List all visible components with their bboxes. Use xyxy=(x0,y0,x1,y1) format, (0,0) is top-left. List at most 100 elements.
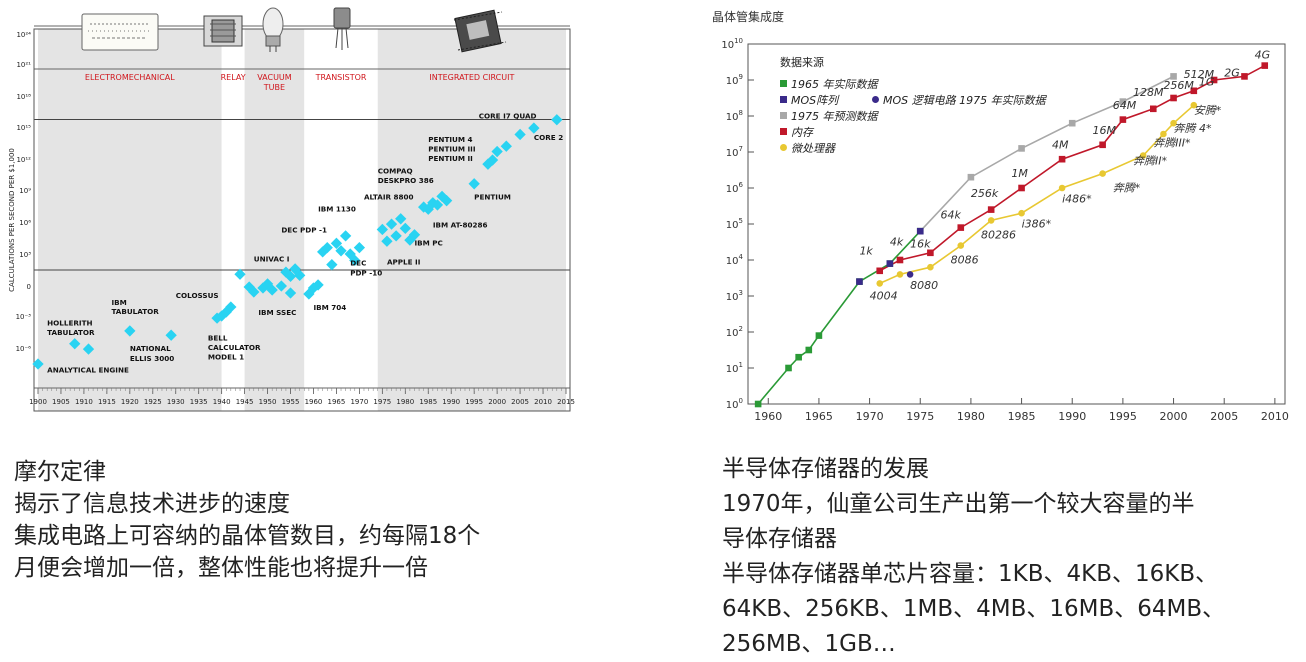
transistor-icon xyxy=(333,7,351,50)
series-point xyxy=(1190,101,1198,109)
series-point xyxy=(906,271,914,278)
chart-annotation: 8080 xyxy=(910,279,938,292)
data-point xyxy=(514,128,526,141)
legend-label: 1975 年预测数据 xyxy=(791,110,879,123)
series-line xyxy=(919,75,1174,232)
y-tick-exponent: 4 xyxy=(739,253,744,261)
series-point xyxy=(876,280,884,287)
x-tick-label: 1980 xyxy=(957,410,985,423)
data-point xyxy=(321,241,333,254)
data-point xyxy=(248,286,260,298)
chart-annotation: 1M xyxy=(1011,167,1028,180)
integrated-circuit-icon xyxy=(453,9,507,53)
legend-label: 内存 xyxy=(791,126,815,139)
chart-annotation: IBM AT-80286 xyxy=(433,220,488,229)
x-tick-label: 2005 xyxy=(1210,410,1238,423)
chart-annotation: 4M xyxy=(1052,138,1069,151)
chart-annotation: 256k xyxy=(971,187,999,200)
series-point xyxy=(927,263,934,271)
series-point xyxy=(927,249,934,257)
chart-annotation: IBM SSEC xyxy=(258,308,296,317)
chart-annotation: CORE 2 xyxy=(534,133,563,142)
series-point xyxy=(1068,119,1076,127)
chart-annotation: 512M xyxy=(1184,68,1215,81)
chart-annotation: IBM 1130 xyxy=(318,204,356,213)
chart-annotation: 16M xyxy=(1092,124,1116,137)
y-tick-exponent: 0 xyxy=(739,397,743,405)
series-point xyxy=(987,217,995,224)
legend-marker xyxy=(872,96,879,103)
y-tick-exponent: 7 xyxy=(739,145,743,153)
right-legend: 数据来源 1965 年实际数据 MOS阵列 MOS 逻辑电路 1975 年实际数据 19… xyxy=(780,55,1048,155)
y-tick-exponent: 2 xyxy=(739,325,743,333)
chart-annotation: COLOSSUS xyxy=(176,291,219,300)
y-tick-exponent: 3 xyxy=(739,289,743,297)
chart-annotation: 4G xyxy=(1255,48,1271,61)
chart-annotation: UNIVAC I xyxy=(254,254,290,263)
y-tick-label: 10⁻³ xyxy=(16,313,32,321)
chart-annotation: 128M xyxy=(1133,86,1164,99)
series-point xyxy=(1261,62,1269,69)
data-point xyxy=(326,259,338,271)
x-tick-label: 1910 xyxy=(75,398,93,406)
data-point xyxy=(266,284,278,296)
data-point xyxy=(491,145,503,158)
right-series-points xyxy=(754,62,1269,408)
series-point xyxy=(1170,119,1177,127)
left-data-points xyxy=(32,114,563,370)
y-tick-label: 10⁻⁶ xyxy=(16,345,32,353)
moore-law-chart: 10⁻⁶ 10⁻³ 0 10³ 10⁶ 10⁹ 10¹² 10¹⁵ 10¹⁸ 10²¹ 10²⁴ 1… xyxy=(8,7,575,412)
y-tick-exponent: 5 xyxy=(739,217,743,225)
chart-annotation: CALCULATOR xyxy=(208,343,261,352)
chart-annotation: 奔腾 4* xyxy=(1174,122,1212,135)
data-point xyxy=(335,245,347,257)
relay-icon xyxy=(203,15,243,47)
series-point xyxy=(1139,152,1147,159)
era-band xyxy=(244,29,305,411)
x-tick-label: 1965 xyxy=(805,410,833,423)
x-tick-label: 2010 xyxy=(1261,410,1289,423)
y-tick-label: 10¹² xyxy=(16,156,31,164)
y-tick-label: 100 xyxy=(726,397,743,411)
y-tick-label: 104 xyxy=(726,253,744,267)
y-tick-exponent: 9 xyxy=(739,73,743,81)
series-point xyxy=(754,400,762,408)
y-tick-label: 10³ xyxy=(19,251,31,259)
series-point xyxy=(957,242,965,249)
x-tick-label: 1905 xyxy=(52,398,70,406)
data-point xyxy=(234,268,246,280)
y-tick-label: 10¹⁸ xyxy=(16,93,31,101)
x-tick-label: 1960 xyxy=(754,410,782,423)
punch-card-icon xyxy=(81,13,159,51)
data-point xyxy=(385,218,398,230)
data-point xyxy=(390,230,402,242)
caption-line: 256MB、1GB… xyxy=(722,631,896,657)
legend-label: 微处理器 xyxy=(791,142,836,155)
series-point xyxy=(1170,94,1177,102)
y-tick-label: 109 xyxy=(726,73,743,87)
left-chart-border xyxy=(33,28,571,412)
legend-label: MOS 逻辑电路 1975 年实际数据 xyxy=(883,94,1048,107)
y-tick-label: 10¹⁵ xyxy=(16,124,31,132)
chart-annotation: PDP -10 xyxy=(350,268,382,277)
series-point xyxy=(1058,184,1066,192)
right-x-tick-labels: 1960 1965 1970 1975 1980 1985 1990 1995 2000 2005… xyxy=(754,398,1289,423)
series-point xyxy=(1190,87,1198,95)
x-tick-label: 1990 xyxy=(442,398,460,406)
chart-annotation: 256M xyxy=(1163,79,1194,92)
era-band xyxy=(377,29,566,411)
chart-annotation: PENTIUM xyxy=(474,193,511,202)
chart-annotation: 8086 xyxy=(951,254,979,267)
chart-annotation: i386* xyxy=(1022,218,1052,231)
series-point xyxy=(1241,73,1248,80)
chart-annotation: TABULATOR xyxy=(111,307,159,316)
y-tick-label: 105 xyxy=(726,217,743,231)
series-point xyxy=(1160,130,1167,138)
chart-annotation: i486* xyxy=(1062,192,1092,205)
y-tick-label: 106 xyxy=(726,181,744,195)
x-tick-label: 1995 xyxy=(465,398,483,406)
chart-annotation: ELLIS 3000 xyxy=(130,354,174,363)
data-point xyxy=(399,222,411,235)
